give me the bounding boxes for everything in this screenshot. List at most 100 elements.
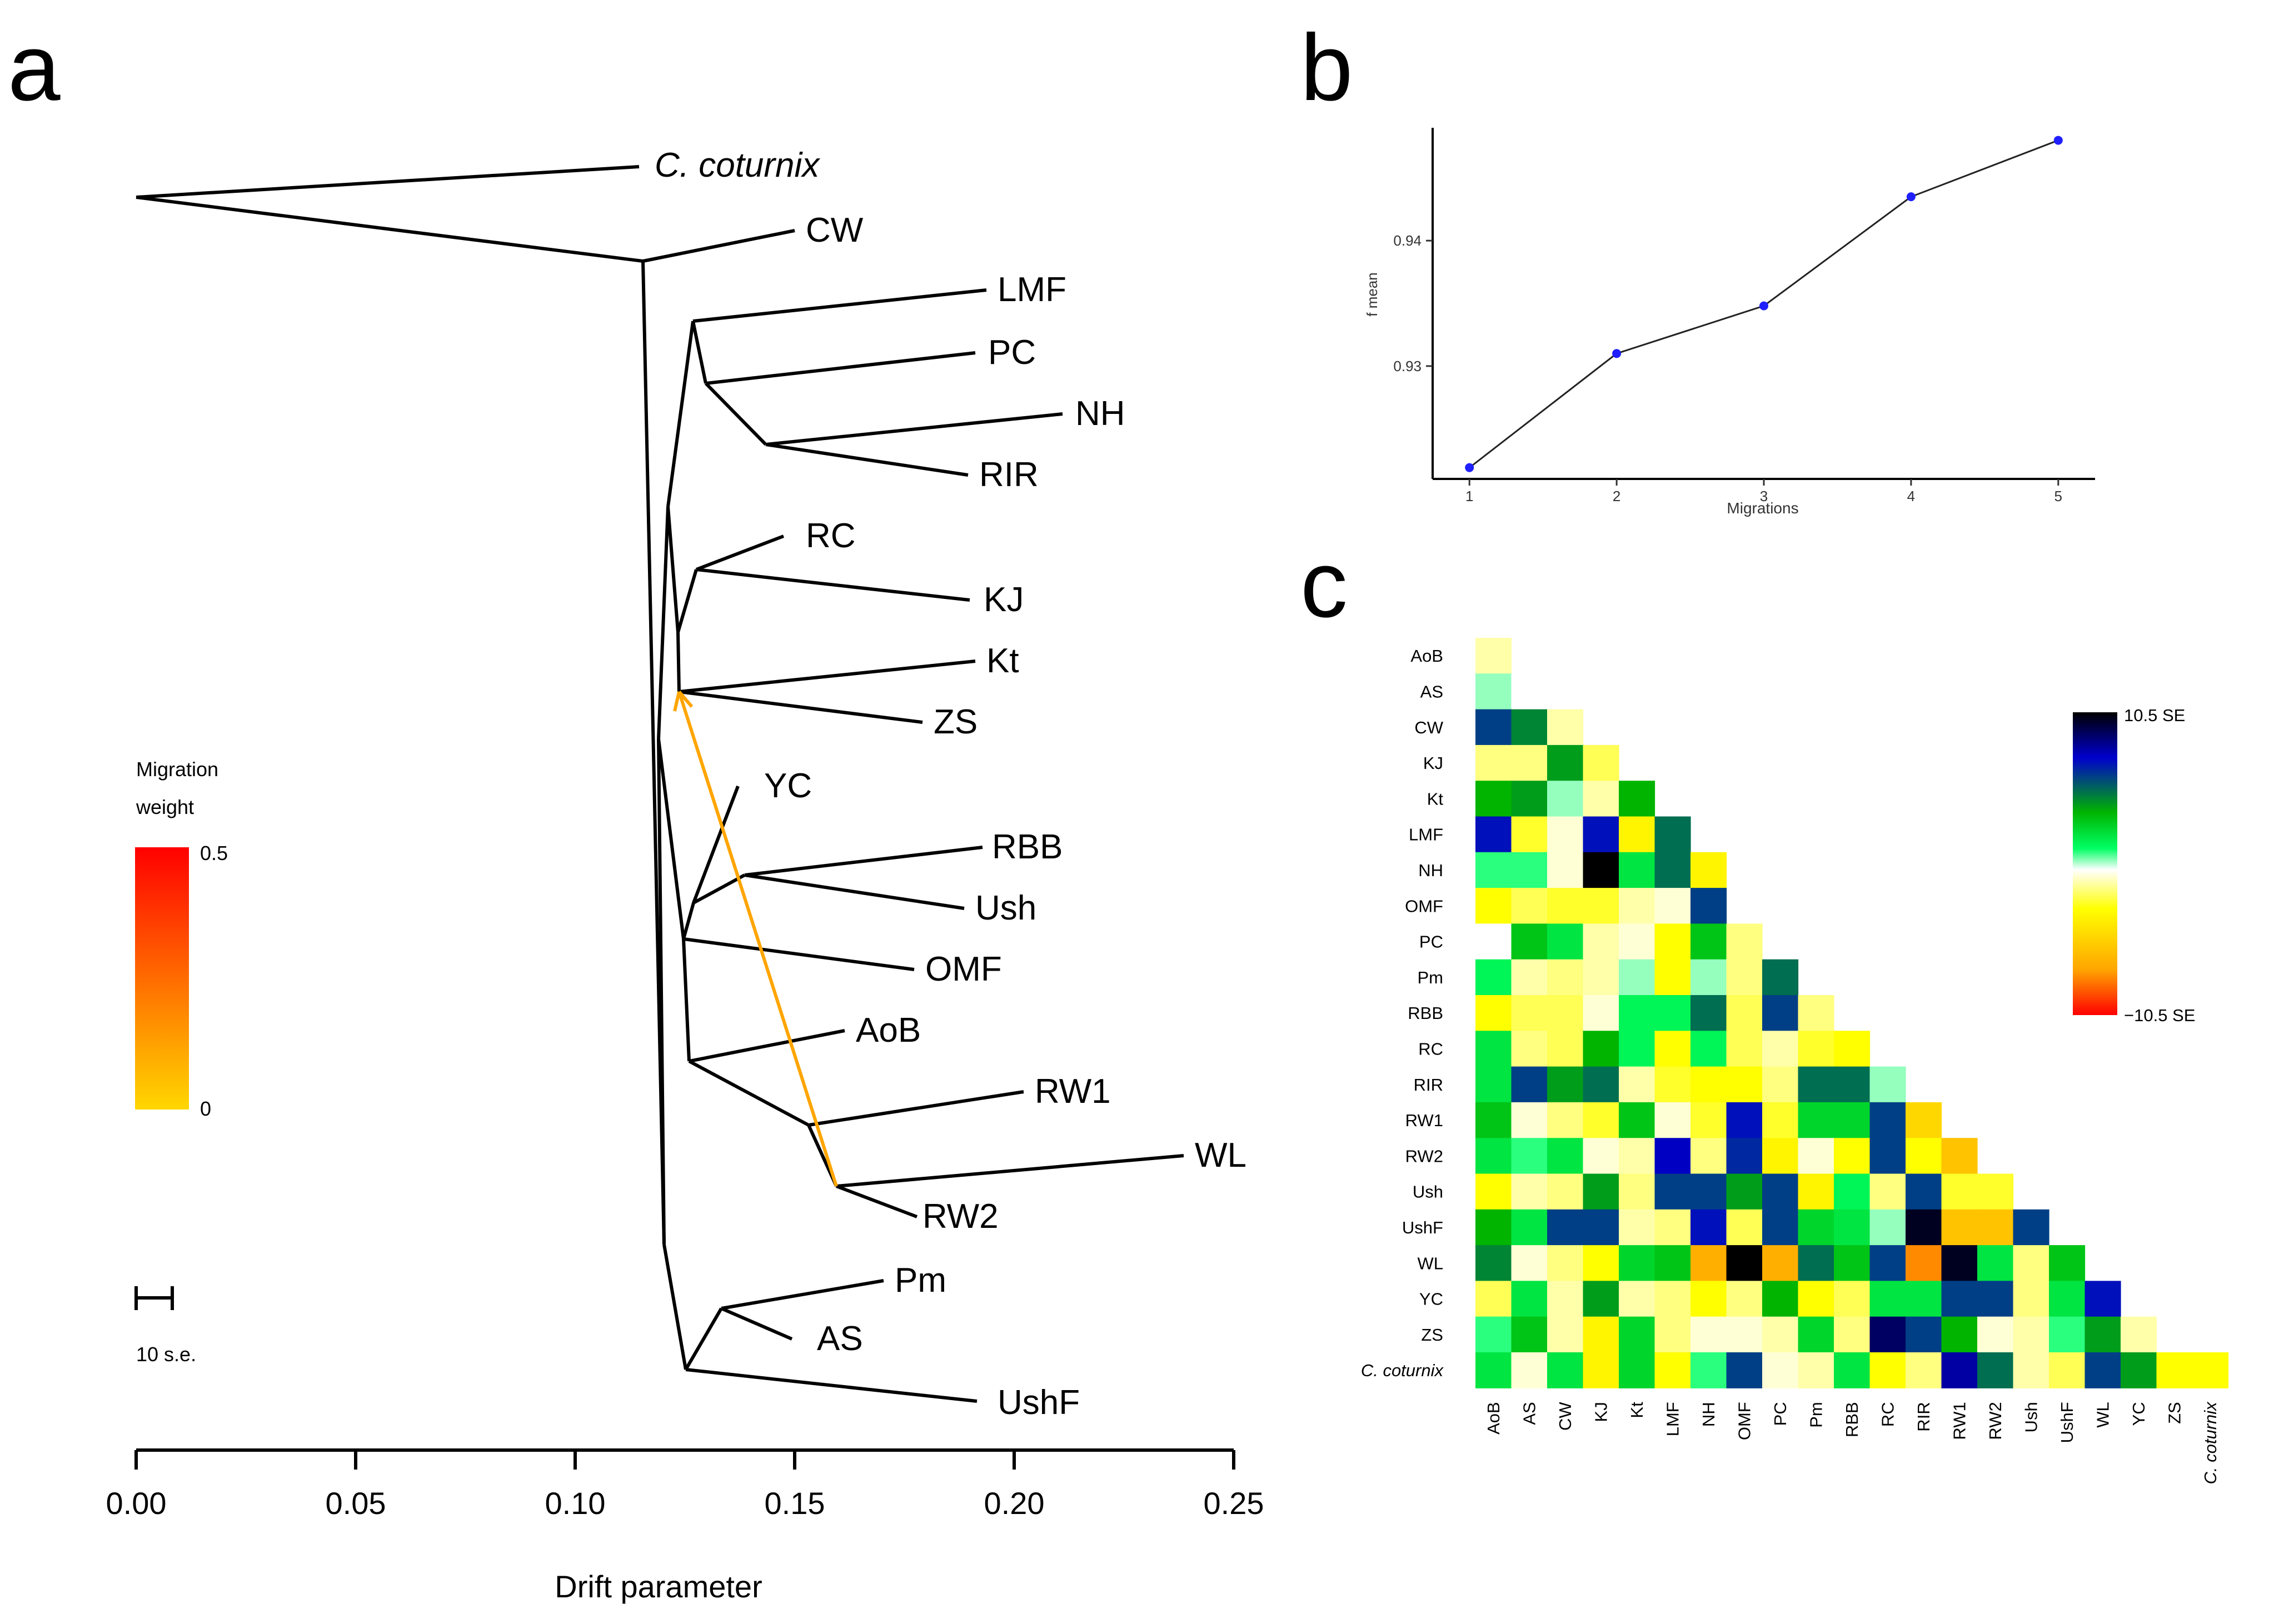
heatmap-cell [1834, 1066, 1871, 1103]
heatmap-cell [1869, 1352, 1906, 1388]
heatmap-cell [1475, 888, 1512, 924]
heatmap-cell [1762, 1316, 1799, 1353]
tree-branch [136, 196, 644, 263]
heatmap-cell [1475, 1316, 1512, 1353]
heatmap-cell [1762, 1209, 1799, 1246]
heatmap-cell [1726, 1209, 1763, 1246]
heatmap-cell [2049, 1245, 2086, 1281]
heatmap-cell [1511, 816, 1548, 853]
heatmap-cell [1869, 1316, 1906, 1353]
row-label: C. coturnix [1361, 1361, 1444, 1380]
heatmap-cell [1941, 1352, 1978, 1388]
tree-branch [689, 1029, 845, 1063]
heatmap-cell [1690, 852, 1727, 888]
row-label: ZS [1421, 1325, 1443, 1345]
heatmap-cell [1798, 1209, 1834, 1246]
heatmap-cell [1475, 1066, 1512, 1103]
legend-title: Migration [136, 758, 218, 781]
heatmap-cell [1511, 1102, 1548, 1138]
heatmap-cell [1547, 709, 1584, 746]
heatmap-cell [1690, 1209, 1727, 1246]
column-label: RBB [1842, 1402, 1862, 1437]
heatmap-cell [1977, 1316, 2014, 1353]
heatmap-cell [2013, 1245, 2049, 1281]
scale-bar-label: 10 s.e. [136, 1343, 196, 1366]
heatmap-cell [1798, 1316, 1834, 1353]
tip-label: OMF [925, 950, 1002, 988]
heatmap-cell [1654, 1031, 1691, 1067]
heatmap-cell [1511, 888, 1548, 924]
row-label: KJ [1423, 753, 1443, 773]
heatmap-cell [1511, 744, 1548, 781]
tree-branch [691, 321, 707, 384]
tip-label: PC [988, 333, 1036, 372]
heatmap-cell [1511, 1138, 1548, 1175]
heatmap-cell [1690, 1066, 1727, 1103]
heatmap-cell [1762, 1102, 1799, 1138]
heatmap-cell [1619, 1281, 1655, 1317]
x-tick-label: 0.20 [984, 1486, 1045, 1521]
data-point [1759, 301, 1768, 311]
heatmap-cell [1654, 959, 1691, 996]
heatmap-cell [1977, 1209, 2014, 1246]
tree-branch [696, 568, 970, 602]
tip-label: RBB [992, 828, 1063, 866]
column-label: RW2 [1986, 1402, 2005, 1440]
heatmap-colorbar: 10.5 SE −10.5 SE [2073, 706, 2195, 1025]
heatmap-cell [1726, 1281, 1763, 1317]
data-point [1465, 463, 1474, 472]
heatmap-cell [1690, 1281, 1727, 1317]
heatmap-cell [1977, 1281, 2014, 1317]
x-tick-label: 0.00 [106, 1486, 167, 1521]
heatmap-cell [1583, 1316, 1619, 1353]
heatmap-cell [1798, 995, 1834, 1031]
heatmap-cell [1619, 1209, 1655, 1246]
heatmap-cell [1690, 1352, 1727, 1388]
tree-branch [666, 506, 680, 633]
x-tick-label: 0.25 [1204, 1486, 1264, 1521]
migration-weight-legend: Migration weight 0.5 0 [135, 758, 228, 1120]
heatmap-cell [1690, 923, 1727, 960]
heatmap-cell [1834, 1102, 1871, 1138]
heatmap-cell [1941, 1245, 1978, 1281]
row-label: PC [1419, 932, 1443, 952]
heatmap-cell [1547, 1316, 1584, 1353]
heatmap-cell [1619, 1138, 1655, 1175]
heatmap-cell [1619, 1031, 1655, 1067]
heatmap-cell [1906, 1316, 1942, 1353]
heatmap-cell [2084, 1281, 2121, 1317]
x-tick-label: 3 [1760, 488, 1768, 504]
heatmap-cell [2192, 1352, 2229, 1388]
heatmap-cell [1869, 1281, 1906, 1317]
heatmap-cell [1762, 1173, 1799, 1210]
heatmap-cell [1977, 1352, 2014, 1388]
drift-axis: 0.00 0.05 0.10 0.15 0.20 0.25 [106, 1448, 1264, 1521]
tree-branch [662, 1244, 687, 1370]
heatmap-cell [2121, 1316, 2157, 1353]
x-tick-label: 2 [1613, 488, 1620, 504]
heatmap-cell [1475, 638, 1512, 674]
heatmap-cell [1511, 995, 1548, 1031]
heatmap-cell [1547, 1281, 1584, 1317]
heatmap-cell [2013, 1209, 2049, 1246]
heatmap-cell [2049, 1281, 2086, 1317]
column-label: AoB [1484, 1402, 1503, 1435]
heatmap-cell [1798, 1352, 1834, 1388]
tip-label: AS [817, 1320, 863, 1358]
tip-label: UshF [998, 1383, 1080, 1422]
heatmap-cell [1762, 1245, 1799, 1281]
heatmap-cell [1583, 744, 1619, 781]
tip-label: WL [1195, 1136, 1246, 1175]
heatmap-cell [1906, 1138, 1942, 1175]
heatmap-cell [1654, 888, 1691, 924]
tree-branch [685, 1368, 978, 1403]
y-axis-title: f mean [1364, 272, 1380, 317]
heatmap-cell [1511, 673, 1548, 710]
x-tick-label: 1 [1465, 488, 1473, 504]
heatmap-cell [1834, 1031, 1871, 1067]
heatmap-cell [1977, 1245, 2014, 1281]
heatmap-cell [2013, 1316, 2049, 1353]
heatmap-cell [1619, 923, 1655, 960]
column-label: Pm [1807, 1402, 1826, 1428]
column-label: OMF [1735, 1402, 1754, 1440]
